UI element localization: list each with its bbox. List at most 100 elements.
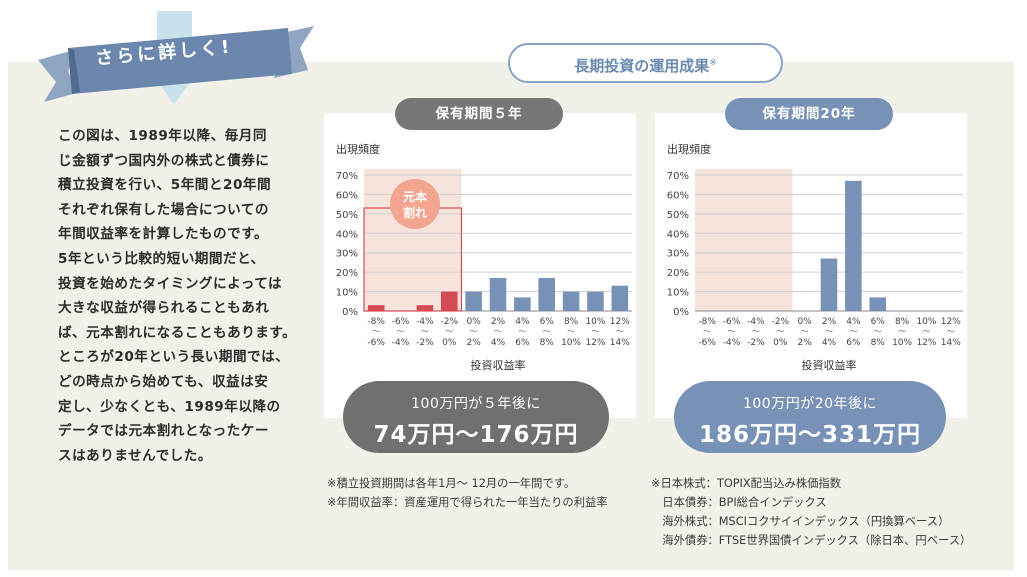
- x-tick-label-top: 12%: [941, 317, 961, 327]
- intro-line: スはありませんでした。: [58, 447, 212, 464]
- x-tick-separator: 〜: [494, 327, 502, 336]
- bar: [514, 297, 531, 311]
- note-line: ※積立投資期間は各年1月〜 12月の一年間です。: [327, 477, 576, 490]
- y-tick-label: 40%: [667, 229, 689, 240]
- intro-line: 年間収益率を計算したものです。: [58, 226, 269, 243]
- x-tick-label-bottom: 2%: [466, 338, 481, 348]
- x-tick-label-top: 0%: [466, 317, 481, 327]
- x-tick-separator: 〜: [825, 327, 833, 336]
- summary-20y-line1: 100万円が20年後に: [742, 396, 878, 412]
- x-tick-separator: 〜: [397, 327, 405, 336]
- x-tick-separator: 〜: [470, 327, 478, 336]
- x-tick-label-top: 2%: [822, 317, 837, 327]
- x-tick-separator: 〜: [776, 327, 784, 336]
- note-line: 海外債券：FTSE世界国債インデックス（除日本、円ベース）: [651, 534, 972, 547]
- y-tick-label: 10%: [336, 288, 358, 299]
- intro-line: ば、元本割れになることもあります。: [58, 324, 297, 341]
- intro-line: この図は、1989年以降、毎月同: [58, 128, 267, 144]
- x-tick-label-top: -4%: [747, 317, 765, 327]
- x-tick-separator: 〜: [445, 327, 453, 336]
- y-tick-label: 60%: [336, 190, 358, 201]
- summary-bubble-20y: 100万円が20年後に 186万円〜331万円: [674, 381, 946, 453]
- y-axis-label: 出現頻度: [336, 142, 380, 156]
- x-tick-label-bottom: 10%: [561, 338, 581, 348]
- bar: [587, 291, 604, 311]
- x-tick-label-bottom: -2%: [416, 338, 434, 348]
- x-tick-label-bottom: 12%: [916, 338, 936, 348]
- x-tick-label-top: 4%: [515, 317, 530, 327]
- x-tick-label-top: -4%: [416, 317, 434, 327]
- bar: [845, 180, 862, 311]
- y-tick-label: 30%: [667, 249, 689, 260]
- x-tick-separator: 〜: [372, 327, 380, 336]
- note-line: ※日本株式：TOPIX配当込み株価指数: [651, 477, 842, 490]
- x-tick-label-bottom: 14%: [941, 338, 961, 348]
- x-tick-label-top: -6%: [392, 317, 410, 327]
- x-tick-separator: 〜: [849, 327, 857, 336]
- x-tick-separator: 〜: [591, 327, 599, 336]
- x-tick-label-top: 10%: [916, 317, 936, 327]
- x-tick-separator: 〜: [616, 327, 624, 336]
- loss-badge: 元本割れ: [390, 179, 440, 229]
- x-tick-label-bottom: 8%: [540, 338, 555, 348]
- y-tick-label: 20%: [667, 268, 689, 279]
- intro-line: ところが20年という長い期間では、: [58, 349, 290, 366]
- x-tick-label-bottom: 10%: [892, 338, 912, 348]
- chart-20y: 0%10%20%30%40%50%60%70%出現頻度-8%〜-6%-6%〜-4…: [667, 142, 963, 372]
- loss-badge-circle: [390, 179, 440, 229]
- x-tick-label-bottom: 0%: [442, 338, 457, 348]
- intro-line: データでは元本割れとなったケー: [58, 423, 269, 440]
- y-tick-label: 40%: [336, 229, 358, 240]
- tag-20y: 保有期間20年: [725, 98, 893, 130]
- x-tick-separator: 〜: [421, 327, 429, 336]
- bar: [440, 291, 458, 311]
- x-tick-separator: 〜: [947, 327, 955, 336]
- ribbon-banner: [38, 26, 314, 102]
- x-tick-separator: 〜: [543, 327, 551, 336]
- x-tick-label-top: 10%: [585, 317, 605, 327]
- x-tick-separator: 〜: [898, 327, 906, 336]
- x-tick-separator: 〜: [922, 327, 930, 336]
- x-tick-label-top: -6%: [723, 317, 741, 327]
- x-tick-label-top: 8%: [895, 317, 910, 327]
- x-tick-label-top: -2%: [441, 317, 459, 327]
- y-tick-label: 50%: [336, 210, 358, 221]
- x-tick-label-top: -8%: [698, 317, 716, 327]
- x-tick-separator: 〜: [518, 327, 526, 336]
- loss-zone: [695, 169, 793, 311]
- intro-line: 大きな収益が得られることもあれ: [58, 300, 270, 317]
- y-axis-label: 出現頻度: [667, 142, 711, 156]
- x-axis-label: 投資収益率: [471, 358, 526, 372]
- main-title-text: 長期投資の運用成果: [574, 57, 710, 75]
- x-tick-separator: 〜: [752, 327, 760, 336]
- note-line: 海外株式：MSCIコクサイインデックス（円換算ベース）: [651, 515, 950, 528]
- x-tick-separator: 〜: [874, 327, 882, 336]
- y-tick-label: 0%: [673, 307, 689, 318]
- bar: [820, 258, 838, 311]
- y-tick-label: 0%: [342, 307, 358, 318]
- bar: [367, 305, 385, 311]
- x-tick-label-bottom: -6%: [367, 338, 385, 348]
- x-tick-label-bottom: 4%: [822, 338, 837, 348]
- main-title: 長期投資の運用成果※: [508, 43, 783, 83]
- bar: [538, 277, 556, 311]
- notes-left: ※積立投資期間は各年1月〜 12月の一年間です。 ※年間収益率：資産運用で得られ…: [327, 474, 608, 512]
- x-tick-label-bottom: -6%: [698, 338, 716, 348]
- bar: [869, 297, 887, 311]
- x-tick-label-bottom: 2%: [797, 338, 812, 348]
- intro-text: この図は、1989年以降、毎月同 じ金額ずつ国内外の株式と債券に 積立投資を行い…: [58, 124, 303, 468]
- x-tick-label-top: 8%: [564, 317, 579, 327]
- x-tick-label-bottom: 0%: [773, 338, 788, 348]
- intro-line: 積立投資を行い、5年間と20年間: [58, 177, 272, 194]
- x-tick-label-bottom: 8%: [871, 338, 886, 348]
- x-tick-label-bottom: -4%: [392, 338, 410, 348]
- intro-line: どの時点から始めても、収益は安: [58, 373, 269, 390]
- intro-line: 定し、少なくとも、1989年以降の: [58, 398, 281, 415]
- loss-badge-text-line2: 割れ: [403, 205, 427, 220]
- summary-5y-line2: 74万円〜176万円: [373, 422, 579, 448]
- x-tick-label-bottom: 12%: [585, 338, 605, 348]
- x-tick-label-bottom: 6%: [846, 338, 861, 348]
- intro-line: 5年という比較的短い期間だと、: [58, 250, 265, 267]
- bar: [562, 291, 580, 311]
- x-axis-label: 投資収益率: [802, 358, 857, 372]
